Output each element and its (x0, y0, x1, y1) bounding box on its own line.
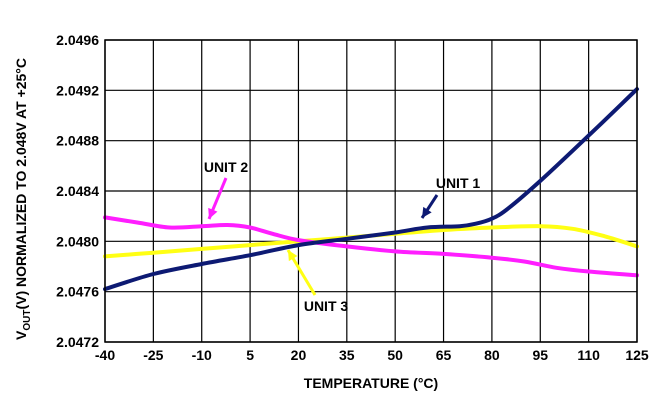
x-tick-labels: -40 -25 -10 5 20 35 50 65 80 95 110 125 (95, 347, 649, 363)
plot-frame (104, 39, 638, 343)
x-tick-label: 5 (246, 347, 254, 363)
x-tick-label: 65 (436, 347, 452, 363)
x-tick-label: 50 (387, 347, 403, 363)
annotation-unit-3: UNIT 3 (304, 298, 349, 314)
x-tick-label: 20 (291, 347, 307, 363)
y-tick-label: 2.0496 (56, 32, 99, 48)
annotation-arrowhead-unit-1 (422, 206, 432, 218)
x-axis-label: TEMPERATURE (°C) (304, 375, 438, 391)
y-tick-label: 2.0488 (56, 133, 99, 149)
x-tick-label: 95 (532, 347, 548, 363)
y-axis-label: VOUT(V) NORMALIZED TO 2.048V AT +25°C (13, 58, 33, 340)
series-lines (103, 87, 639, 292)
y-tick-label: 2.0484 (56, 183, 99, 199)
y-tick-label: 2.0480 (56, 233, 99, 249)
y-tick-label: 2.0492 (56, 82, 99, 98)
x-tick-label: 125 (625, 347, 649, 363)
annotations: UNIT 1 UNIT 2 UNIT 3 (204, 159, 481, 314)
y-tick-label: 2.0472 (56, 334, 99, 350)
annotation-arrowhead-unit-3 (288, 250, 298, 262)
x-tick-label: -10 (192, 347, 212, 363)
y-tick-labels: 2.0472 2.0476 2.0480 2.0484 2.0488 2.0492 2.04… (56, 32, 99, 350)
y-tick-label: 2.0476 (56, 284, 99, 300)
series-line-unit-1 (103, 87, 639, 292)
x-tick-label: -40 (95, 347, 115, 363)
grid-lines (104, 39, 638, 343)
x-tick-label: -25 (143, 347, 163, 363)
annotation-unit-1: UNIT 1 (436, 175, 481, 191)
x-tick-label: 35 (339, 347, 355, 363)
x-tick-label: 80 (484, 347, 500, 363)
annotation-unit-2: UNIT 2 (204, 159, 249, 175)
annotation-arrowhead-unit-2 (208, 207, 218, 219)
x-tick-label: 110 (577, 347, 600, 363)
